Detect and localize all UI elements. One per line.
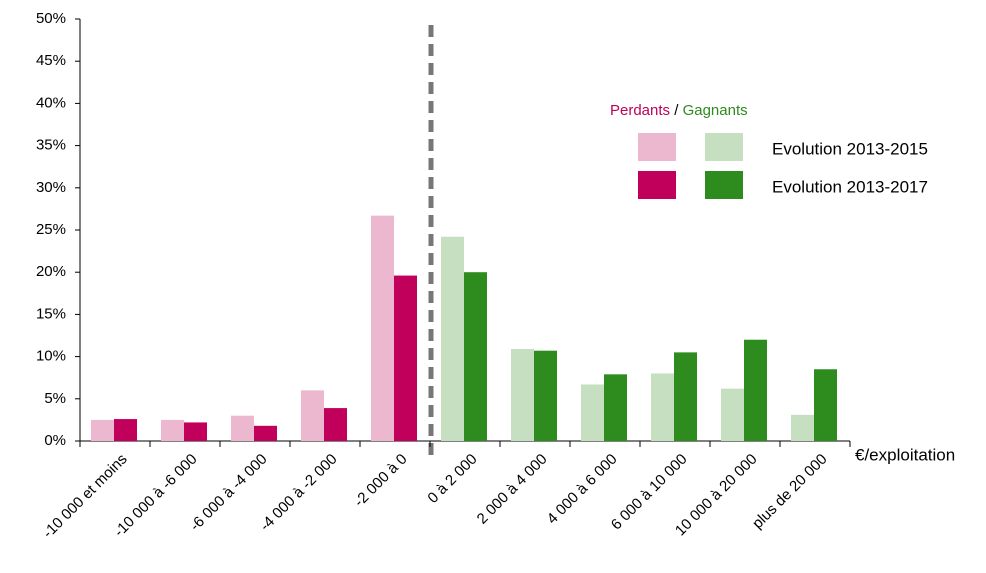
x-axis-label: €/exploitation bbox=[855, 445, 955, 464]
bar bbox=[231, 415, 254, 441]
bar bbox=[814, 369, 837, 441]
x-tick-label: -2 000 à 0 bbox=[351, 451, 411, 511]
legend-swatch bbox=[638, 133, 676, 161]
y-tick-label: 45% bbox=[36, 52, 66, 69]
y-tick-label: 15% bbox=[36, 305, 66, 322]
legend-losers: Perdants bbox=[610, 102, 670, 119]
legend-swatch bbox=[705, 171, 743, 199]
bar bbox=[91, 419, 114, 441]
bar bbox=[721, 388, 744, 441]
bar bbox=[254, 425, 277, 441]
x-tick-label: 0 à 2 000 bbox=[424, 451, 480, 507]
y-tick-label: 20% bbox=[36, 263, 66, 280]
y-tick-label: 30% bbox=[36, 179, 66, 196]
bar bbox=[184, 422, 207, 441]
y-tick-label: 40% bbox=[36, 94, 66, 111]
bar bbox=[604, 374, 627, 441]
x-tick-label: 4 000 à 6 000 bbox=[544, 451, 621, 528]
bar bbox=[674, 352, 697, 441]
bar bbox=[114, 419, 137, 441]
y-tick-label: 5% bbox=[44, 390, 66, 407]
bar bbox=[301, 390, 324, 441]
legend-label: Evolution 2013-2017 bbox=[772, 177, 928, 196]
legend-swatch bbox=[705, 133, 743, 161]
bar bbox=[651, 373, 674, 441]
bar bbox=[464, 272, 487, 441]
y-tick-label: 50% bbox=[36, 10, 66, 27]
legend-header: Perdants / Gagnants bbox=[610, 102, 748, 119]
bar bbox=[511, 349, 534, 441]
bar bbox=[371, 215, 394, 441]
legend-label: Evolution 2013-2015 bbox=[772, 139, 928, 158]
bar bbox=[324, 408, 347, 441]
legend-winners: Gagnants bbox=[683, 102, 748, 119]
x-tick-label: plus de 20 000 bbox=[749, 451, 831, 533]
bar bbox=[394, 275, 417, 441]
legend-separator: / bbox=[674, 102, 679, 119]
bar bbox=[161, 419, 184, 441]
bar bbox=[581, 384, 604, 441]
x-tick-label: 2 000 à 4 000 bbox=[474, 451, 551, 528]
y-tick-label: 10% bbox=[36, 348, 66, 365]
y-tick-label: 35% bbox=[36, 137, 66, 154]
y-tick-label: 25% bbox=[36, 221, 66, 238]
bar bbox=[791, 414, 814, 441]
legend-swatch bbox=[638, 171, 676, 199]
y-tick-label: 0% bbox=[44, 432, 66, 449]
bar bbox=[744, 339, 767, 441]
bar bbox=[534, 350, 557, 441]
bar bbox=[441, 236, 464, 441]
